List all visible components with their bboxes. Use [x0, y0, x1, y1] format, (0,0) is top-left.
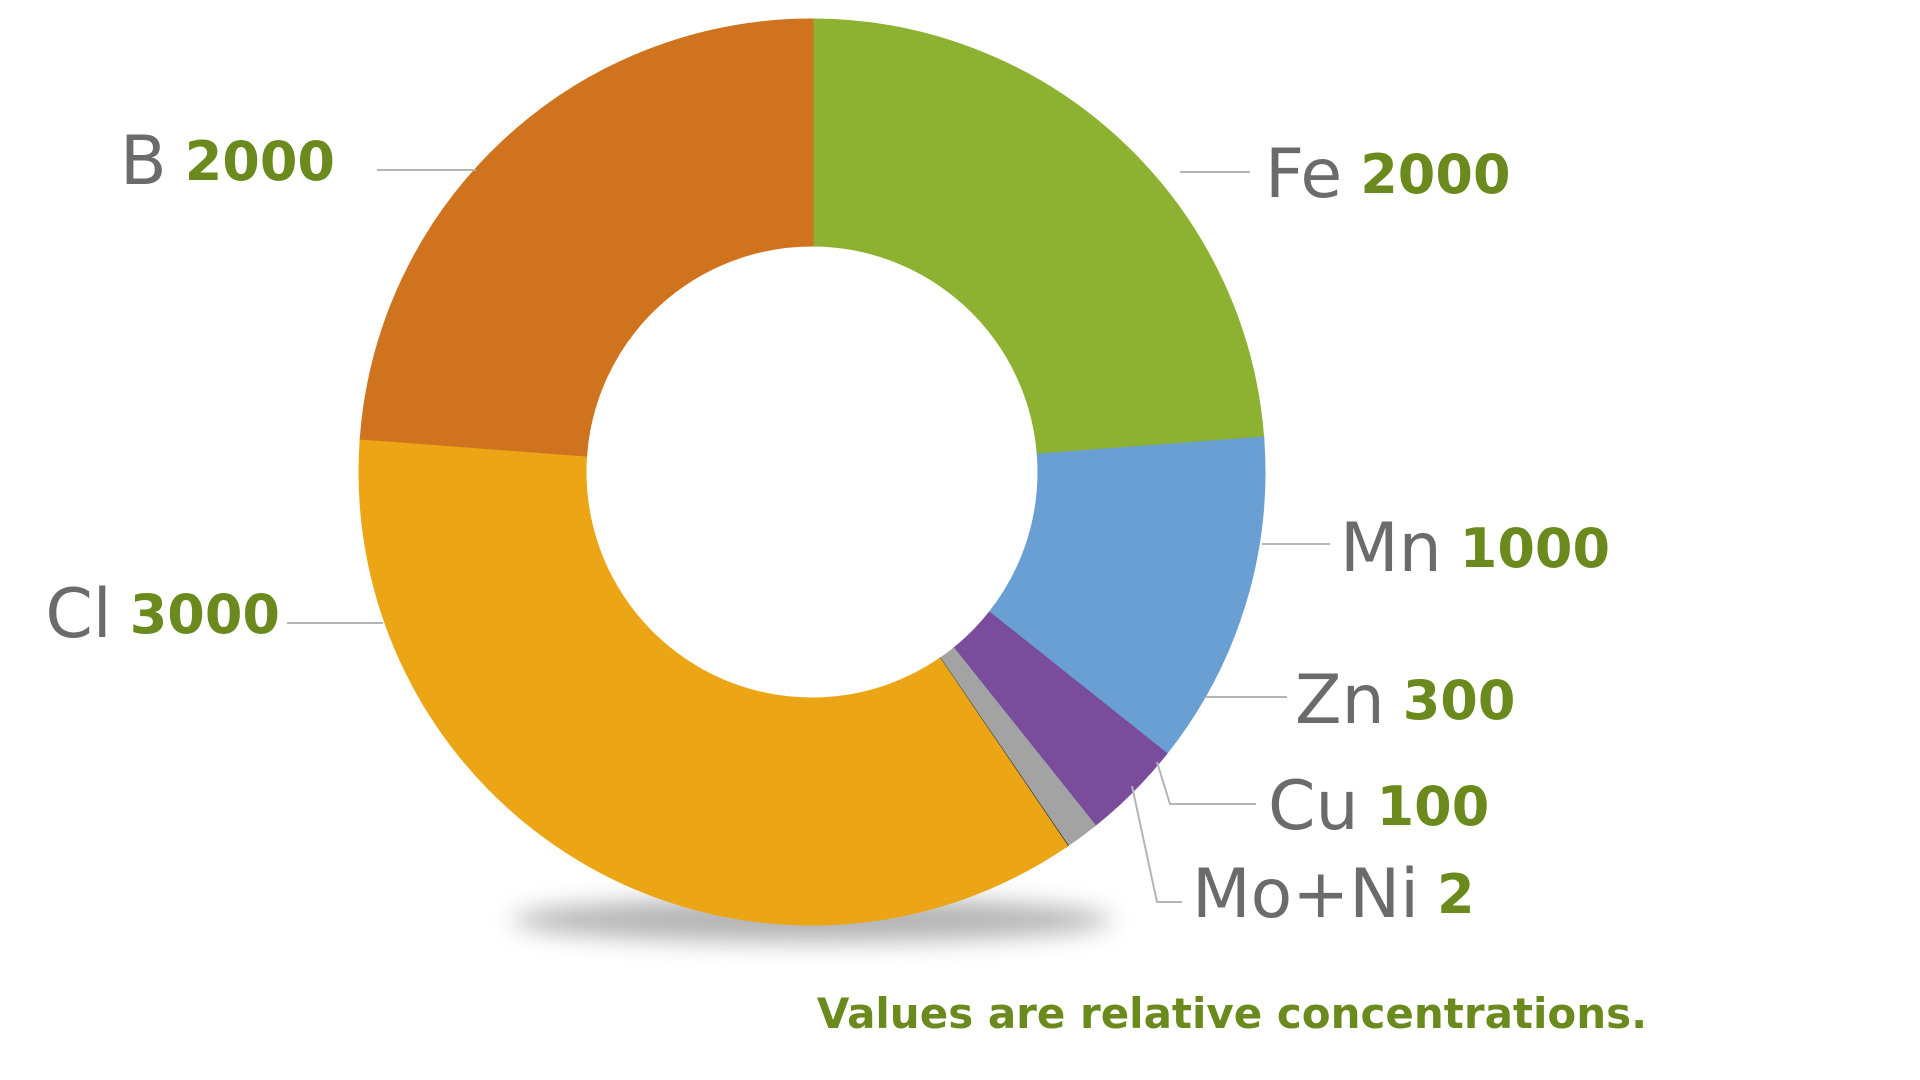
slice: [810, 18, 1265, 457]
labels: Fe 2000 Mn 1000 Zn 300 Cu 100 Mo+Ni 2 Cl 3000 B 2000: [45, 122, 1610, 934]
slice: [359, 18, 814, 457]
value-label: 2: [1437, 863, 1475, 926]
leader-line: [1131, 785, 1182, 903]
category-name: Cl: [45, 575, 111, 654]
category-name: Fe: [1265, 135, 1342, 214]
category-name: Mn: [1340, 509, 1442, 588]
category-name: Mo+Ni: [1192, 855, 1419, 934]
value-label: 100: [1377, 775, 1490, 838]
slice-label: Fe 2000: [1265, 135, 1511, 214]
caption: Values are relative concentrations.: [817, 989, 1647, 1038]
slice: [358, 436, 1069, 926]
value-label: 300: [1403, 669, 1516, 732]
category-name: B: [120, 122, 167, 201]
category-name: Zn: [1295, 661, 1385, 740]
slice-label: B 2000: [120, 122, 335, 201]
value-label: 2000: [185, 130, 335, 193]
slice-label: Mn 1000: [1340, 509, 1610, 588]
slice-label: Cu 100: [1268, 767, 1489, 846]
slice: [987, 436, 1266, 756]
value-label: 2000: [1360, 143, 1510, 206]
slice-label: Cl 3000: [45, 575, 280, 654]
value-label: 1000: [1460, 517, 1610, 580]
slice-label: Mo+Ni 2: [1192, 855, 1475, 934]
category-name: Cu: [1268, 767, 1359, 846]
leader-line: [1156, 761, 1256, 805]
donut: [358, 18, 1266, 926]
slice-label: Zn 300: [1295, 661, 1515, 740]
value-label: 3000: [130, 583, 280, 646]
